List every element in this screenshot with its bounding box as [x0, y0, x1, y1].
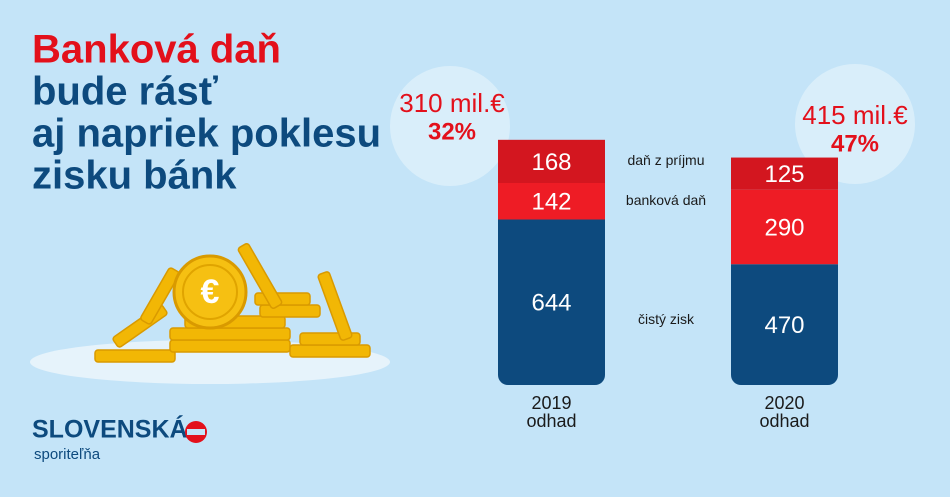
- value-label: 168: [531, 149, 571, 176]
- value-label: 470: [764, 312, 804, 339]
- legend-label: banková daň: [626, 192, 706, 208]
- annotation-share: 47%: [831, 130, 879, 157]
- bar-segment: [731, 157, 838, 190]
- annotation-bubble: [390, 66, 510, 186]
- x-tick-label: 2019: [531, 393, 571, 413]
- svg-text:€: €: [201, 273, 220, 311]
- annotation-share: 32%: [428, 118, 476, 145]
- title-line: Banková daň: [32, 28, 281, 72]
- bar-segment: [731, 264, 838, 385]
- bar-segment: [731, 189, 838, 265]
- title-line: zisku bánk: [32, 154, 237, 198]
- value-label: 290: [764, 214, 804, 241]
- bar-stack: [498, 139, 605, 385]
- x-tick-label: 2020: [764, 393, 804, 413]
- legend-label: čistý zisk: [638, 311, 695, 327]
- x-tick-sublabel: odhad: [526, 411, 576, 431]
- logo: SLOVENSKÁ sporiteľňa: [32, 415, 207, 463]
- coins-illustration: €: [30, 243, 390, 384]
- bar-segment: [498, 182, 605, 220]
- x-tick-sublabel: odhad: [759, 411, 809, 431]
- annotation-total: 310 mil.€: [399, 88, 505, 118]
- bar-segment: [498, 219, 605, 385]
- logo-sub: sporiteľňa: [34, 446, 101, 463]
- bar-stack: [731, 157, 838, 385]
- annotation-total: 415 mil.€: [802, 100, 908, 130]
- title-line: aj napriek poklesu: [32, 112, 381, 156]
- value-label: 142: [531, 189, 571, 216]
- title-line: bude rásť: [32, 70, 219, 114]
- value-label: 644: [531, 290, 571, 317]
- legend-label: daň z príjmu: [627, 152, 704, 168]
- annotation-bubble: [795, 64, 915, 184]
- logo-brand: SLOVENSKÁ: [32, 415, 188, 444]
- value-label: 125: [764, 161, 804, 188]
- bar-segment: [498, 139, 605, 183]
